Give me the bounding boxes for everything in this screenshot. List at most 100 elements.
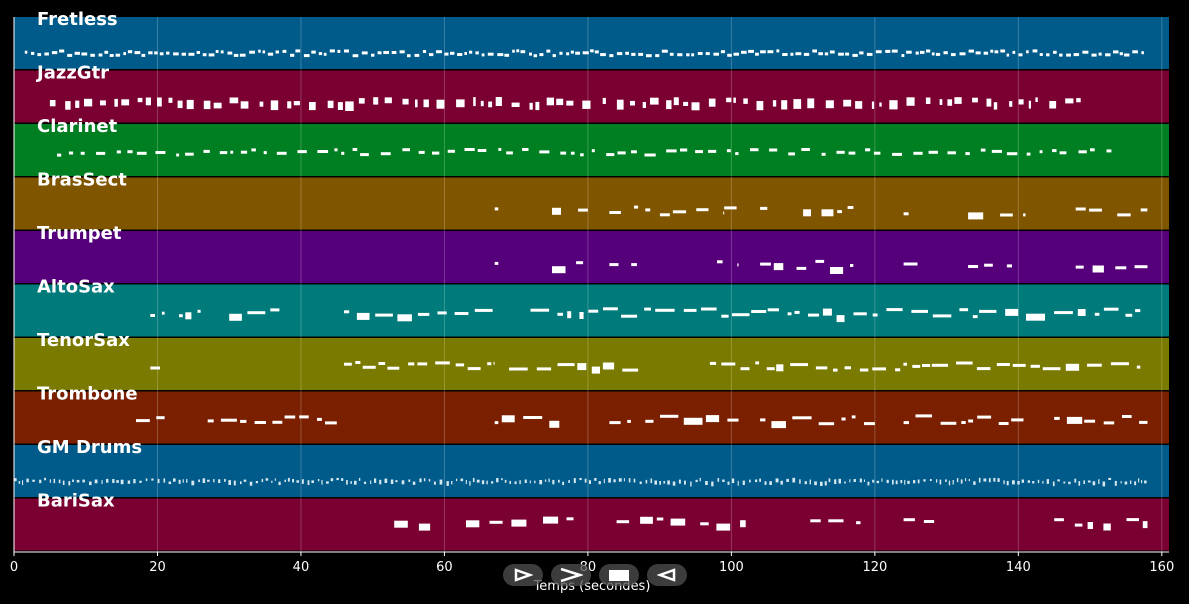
note-mark bbox=[1059, 53, 1063, 57]
note-mark bbox=[906, 50, 912, 54]
note-mark bbox=[1083, 480, 1085, 484]
x-tick-label: 140 bbox=[1006, 560, 1031, 575]
track-band bbox=[14, 70, 1169, 123]
note-mark bbox=[293, 101, 300, 106]
note-mark bbox=[493, 361, 495, 365]
note-mark bbox=[650, 478, 653, 484]
note-mark bbox=[1139, 420, 1148, 424]
note-mark bbox=[530, 308, 550, 312]
note-mark bbox=[464, 52, 467, 55]
note-mark bbox=[818, 52, 823, 56]
note-mark bbox=[178, 479, 181, 484]
note-mark bbox=[185, 152, 194, 156]
note-mark bbox=[968, 479, 970, 482]
note-mark bbox=[815, 259, 825, 263]
note-mark bbox=[89, 481, 92, 486]
note-mark bbox=[844, 366, 851, 370]
note-mark bbox=[380, 152, 391, 156]
note-mark bbox=[1039, 150, 1043, 154]
note-mark bbox=[1091, 53, 1097, 57]
note-mark bbox=[872, 313, 878, 317]
note-mark bbox=[932, 314, 952, 318]
note-mark bbox=[841, 417, 846, 421]
note-mark bbox=[855, 101, 863, 109]
note-mark bbox=[233, 53, 239, 57]
note-mark bbox=[317, 479, 320, 482]
note-mark bbox=[477, 149, 487, 152]
note-mark bbox=[444, 52, 449, 56]
note-mark bbox=[501, 415, 515, 423]
note-mark bbox=[616, 99, 624, 110]
note-mark bbox=[759, 478, 761, 482]
note-mark bbox=[533, 54, 537, 58]
note-mark bbox=[646, 54, 652, 58]
note-mark bbox=[960, 479, 963, 484]
note-mark bbox=[412, 481, 416, 485]
note-mark bbox=[395, 480, 398, 483]
note-mark bbox=[150, 314, 155, 317]
note-mark bbox=[699, 477, 701, 482]
note-mark bbox=[539, 53, 544, 57]
note-mark bbox=[588, 309, 599, 313]
note-mark bbox=[74, 51, 80, 55]
note-mark bbox=[251, 148, 256, 152]
note-mark bbox=[991, 149, 1002, 153]
note-mark bbox=[341, 151, 345, 155]
note-mark bbox=[848, 151, 856, 155]
note-mark bbox=[799, 479, 801, 484]
note-mark bbox=[631, 52, 636, 56]
track-band bbox=[14, 445, 1169, 497]
note-mark bbox=[631, 150, 637, 154]
note-mark bbox=[609, 421, 621, 425]
note-mark bbox=[1037, 479, 1040, 484]
note-mark bbox=[81, 52, 88, 56]
note-mark bbox=[836, 150, 845, 154]
note-mark bbox=[602, 362, 615, 370]
note-mark bbox=[1089, 208, 1102, 212]
note-mark bbox=[1066, 416, 1083, 424]
note-mark bbox=[112, 479, 115, 483]
note-mark bbox=[136, 151, 147, 155]
note-mark bbox=[790, 52, 794, 56]
note-mark bbox=[436, 50, 442, 54]
note-mark bbox=[1018, 99, 1024, 105]
forward-button[interactable] bbox=[551, 564, 591, 586]
note-mark bbox=[67, 53, 73, 57]
note-mark bbox=[491, 481, 494, 484]
note-mark bbox=[986, 98, 992, 107]
x-tick-label: 0 bbox=[10, 560, 18, 575]
note-mark bbox=[1026, 152, 1031, 156]
note-mark bbox=[691, 53, 695, 57]
note-mark bbox=[600, 53, 606, 57]
note-mark bbox=[543, 516, 559, 524]
note-mark bbox=[514, 481, 517, 485]
note-mark bbox=[645, 208, 651, 212]
note-mark bbox=[1114, 480, 1117, 486]
note-mark bbox=[270, 308, 280, 312]
note-mark bbox=[661, 49, 668, 53]
stop-button[interactable] bbox=[599, 564, 639, 586]
note-mark bbox=[751, 310, 767, 313]
note-mark bbox=[590, 49, 594, 53]
note-mark bbox=[566, 52, 570, 56]
note-mark bbox=[807, 98, 815, 109]
note-mark bbox=[157, 97, 162, 107]
note-mark bbox=[913, 480, 916, 484]
note-mark bbox=[678, 479, 681, 484]
back-button[interactable] bbox=[647, 564, 687, 586]
note-mark bbox=[843, 99, 852, 107]
note-mark bbox=[922, 364, 931, 367]
note-mark bbox=[272, 420, 283, 424]
note-mark bbox=[767, 50, 774, 54]
note-mark bbox=[852, 53, 858, 57]
note-mark bbox=[795, 52, 802, 56]
note-mark bbox=[895, 480, 898, 485]
note-mark bbox=[203, 100, 211, 110]
note-mark bbox=[402, 148, 410, 152]
play-button[interactable] bbox=[503, 564, 543, 586]
note-mark bbox=[548, 478, 550, 483]
note-mark bbox=[487, 52, 494, 56]
note-mark bbox=[114, 98, 118, 107]
note-mark bbox=[287, 477, 290, 482]
note-mark bbox=[1087, 363, 1102, 367]
